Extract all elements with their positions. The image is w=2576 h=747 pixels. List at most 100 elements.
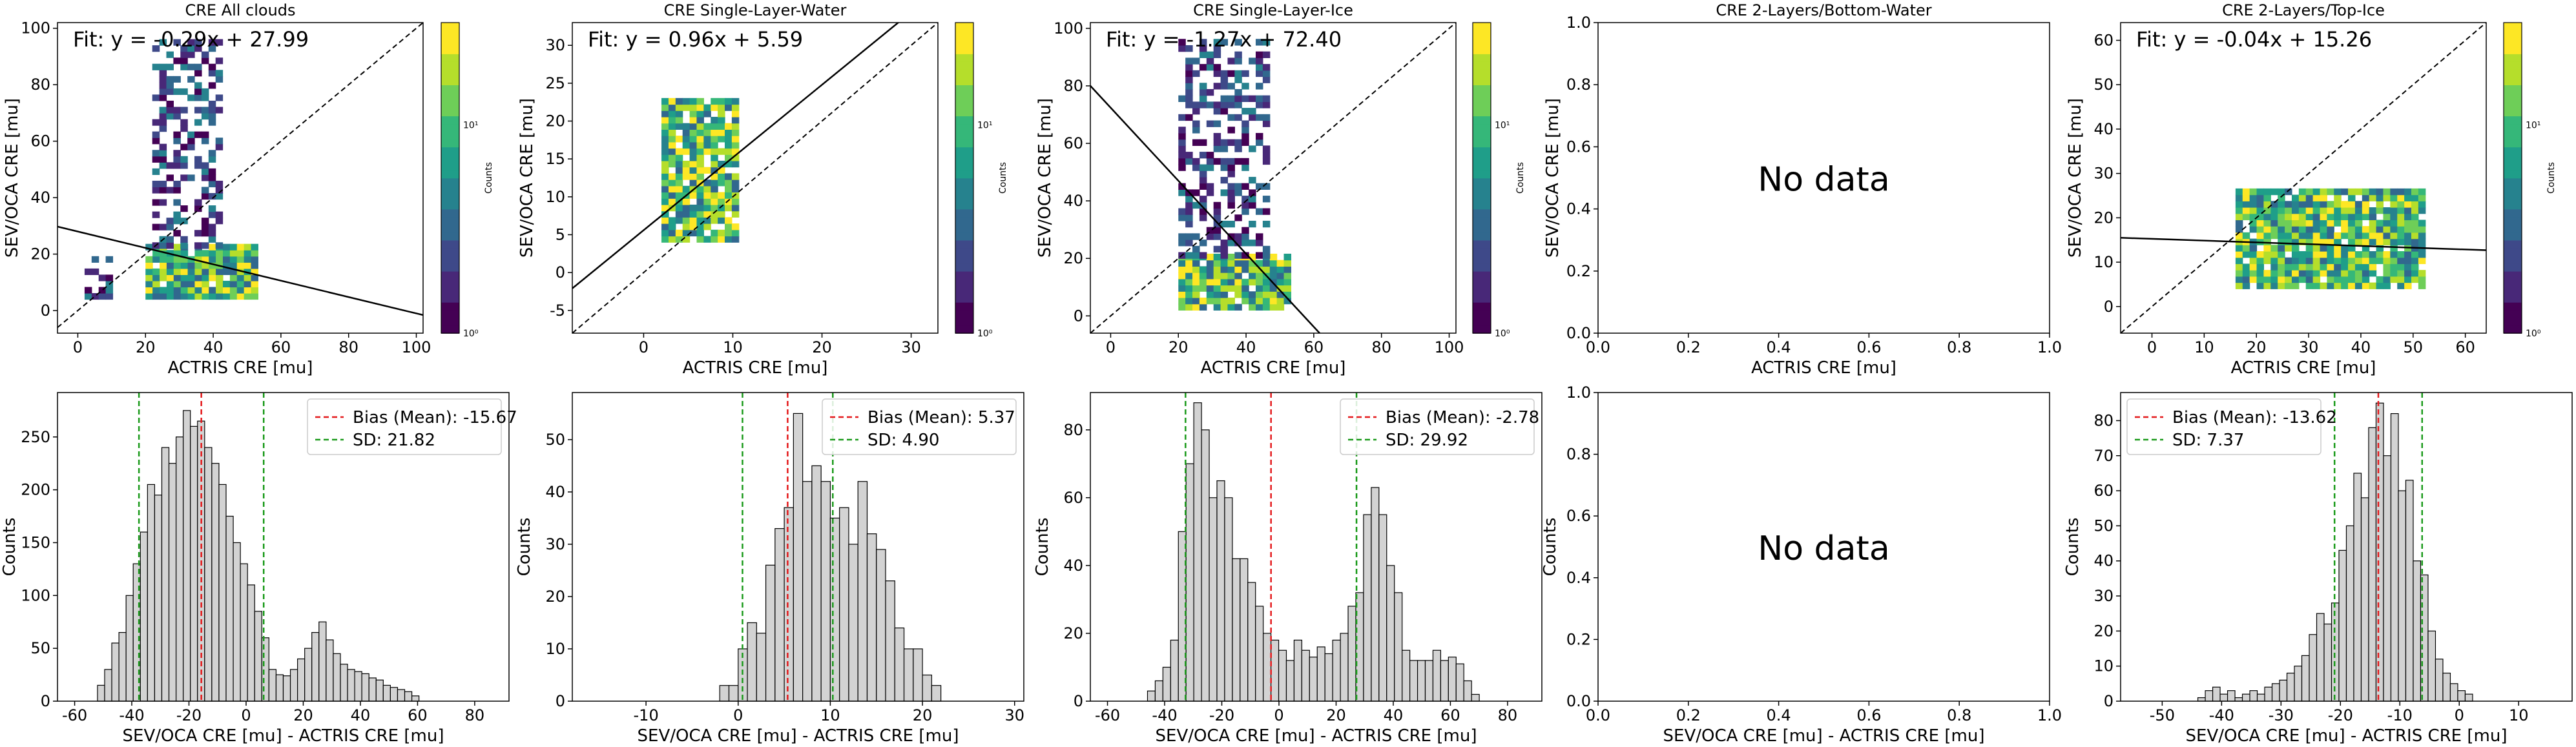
heatmap-cell — [180, 162, 187, 169]
histogram-bar — [169, 464, 176, 701]
heatmap-cell — [1221, 240, 1228, 246]
histogram-bar — [2443, 673, 2450, 701]
heatmap-cell — [2383, 239, 2390, 245]
histogram-bar — [2339, 550, 2346, 701]
histogram-bar — [886, 581, 895, 701]
histogram-bar — [1340, 633, 1348, 701]
x-axis-label: ACTRIS CRE [mu] — [1201, 358, 1346, 378]
heatmap-cell — [676, 192, 683, 199]
x-axis-label: SEV/OCA CRE [mu] - ACTRIS CRE [mu] — [1663, 726, 1985, 746]
heatmap-cell — [690, 123, 697, 130]
heatmap-cell — [2341, 251, 2348, 258]
colorbar-segment — [1473, 170, 1491, 178]
heatmap-cell — [187, 132, 194, 138]
x-tick-label: 60 — [2455, 338, 2475, 356]
colorbar-segment — [2504, 154, 2522, 163]
histogram-bar — [2198, 698, 2205, 701]
colorbar-segment — [955, 108, 973, 116]
x-tick-label: -10 — [634, 706, 659, 724]
heatmap-cell — [2306, 283, 2313, 289]
heatmap-cell — [92, 256, 99, 263]
histogram-bar — [2347, 526, 2354, 701]
heatmap-cell — [1284, 260, 1291, 267]
x-tick-label: 10 — [2509, 706, 2529, 724]
histogram-bar — [154, 495, 161, 701]
heatmap-cell — [732, 117, 739, 123]
heatmap-cell — [1178, 114, 1185, 121]
heatmap-cell — [696, 129, 703, 136]
y-axis-label: SEV/OCA CRE [mu] — [1035, 98, 1055, 258]
colorbar-segment — [441, 194, 459, 202]
heatmap-cell — [2306, 195, 2313, 201]
heatmap-cell — [188, 287, 195, 293]
histogram-bar — [319, 622, 326, 701]
heatmap-cell — [2362, 207, 2369, 214]
x-tick-label: 0.8 — [1947, 338, 1971, 356]
x-tick-label: 1.0 — [2037, 338, 2062, 356]
heatmap-cell — [2250, 226, 2257, 232]
heatmap-cell — [2376, 201, 2384, 207]
heatmap-cell — [1241, 96, 1249, 102]
heatmap-cell — [1207, 121, 1214, 127]
colorbar-segment — [441, 30, 459, 39]
heatmap-cell — [223, 256, 230, 263]
heatmap-cell — [2369, 195, 2376, 201]
x-tick-label: -10 — [2387, 706, 2413, 724]
colorbar-segment — [441, 69, 459, 77]
heatmap-cell — [1207, 298, 1214, 304]
heatmap-cell — [2418, 251, 2425, 258]
heatmap-cell — [1263, 221, 1270, 227]
heatmap-cell — [216, 76, 223, 83]
colorbar-segment — [441, 325, 459, 334]
heatmap-cell — [2299, 220, 2306, 226]
heatmap-cell — [2278, 214, 2285, 220]
panel-title: CRE 2-Layers/Top-Ice — [2222, 1, 2385, 19]
x-axis-label: ACTRIS CRE [mu] — [1751, 358, 1896, 378]
heatmap-cell — [2334, 263, 2341, 270]
colorbar-segment — [2504, 232, 2522, 241]
heatmap-cell — [145, 293, 152, 300]
x-tick-label: 10 — [723, 338, 743, 356]
heatmap-cell — [718, 230, 725, 236]
heatmap-cell — [1263, 158, 1270, 165]
histogram-bar — [784, 507, 793, 701]
heatmap-cell — [230, 274, 237, 281]
histogram-bar — [1387, 566, 1395, 701]
x-tick-label: -50 — [2150, 706, 2175, 724]
histogram-bar — [1402, 650, 1410, 701]
heatmap-cell — [2270, 226, 2278, 232]
heatmap-cell — [1234, 252, 1241, 258]
heatmap-cell — [2390, 263, 2397, 270]
heatmap-cell — [2327, 283, 2334, 289]
heatmap-cell — [223, 250, 230, 256]
heatmap-cell — [2263, 232, 2270, 239]
colorbar-segment — [955, 61, 973, 70]
heatmap-cell — [2299, 251, 2306, 258]
heatmap-cell — [152, 269, 160, 275]
heatmap-cell — [167, 262, 174, 269]
heatmap-cell — [1192, 101, 1200, 108]
heatmap-cell — [2299, 276, 2306, 283]
histogram-bar — [312, 633, 319, 701]
heatmap-cell — [202, 281, 209, 287]
heatmap-cell — [711, 154, 718, 161]
heatmap-cell — [1234, 183, 1241, 190]
histogram-bar — [812, 466, 821, 701]
histogram-bar — [2205, 691, 2212, 701]
colorbar-segment — [441, 100, 459, 108]
colorbar-segment — [441, 263, 459, 272]
heatmap-cell — [669, 161, 676, 167]
heatmap-cell — [2236, 201, 2243, 207]
heatmap-cell — [145, 281, 152, 287]
colorbar-segment — [441, 318, 459, 326]
heatmap-cell — [167, 274, 174, 281]
x-tick-label: -20 — [176, 706, 202, 724]
heatmap-cell — [676, 211, 683, 218]
heatmap-cell — [230, 250, 237, 256]
heatmap-cell — [732, 98, 739, 105]
heatmap-cell — [1214, 121, 1221, 127]
colorbar-segment — [955, 54, 973, 62]
heatmap-cell — [696, 192, 703, 199]
heatmap-cell — [683, 129, 690, 136]
heatmap-cell — [2236, 189, 2243, 195]
